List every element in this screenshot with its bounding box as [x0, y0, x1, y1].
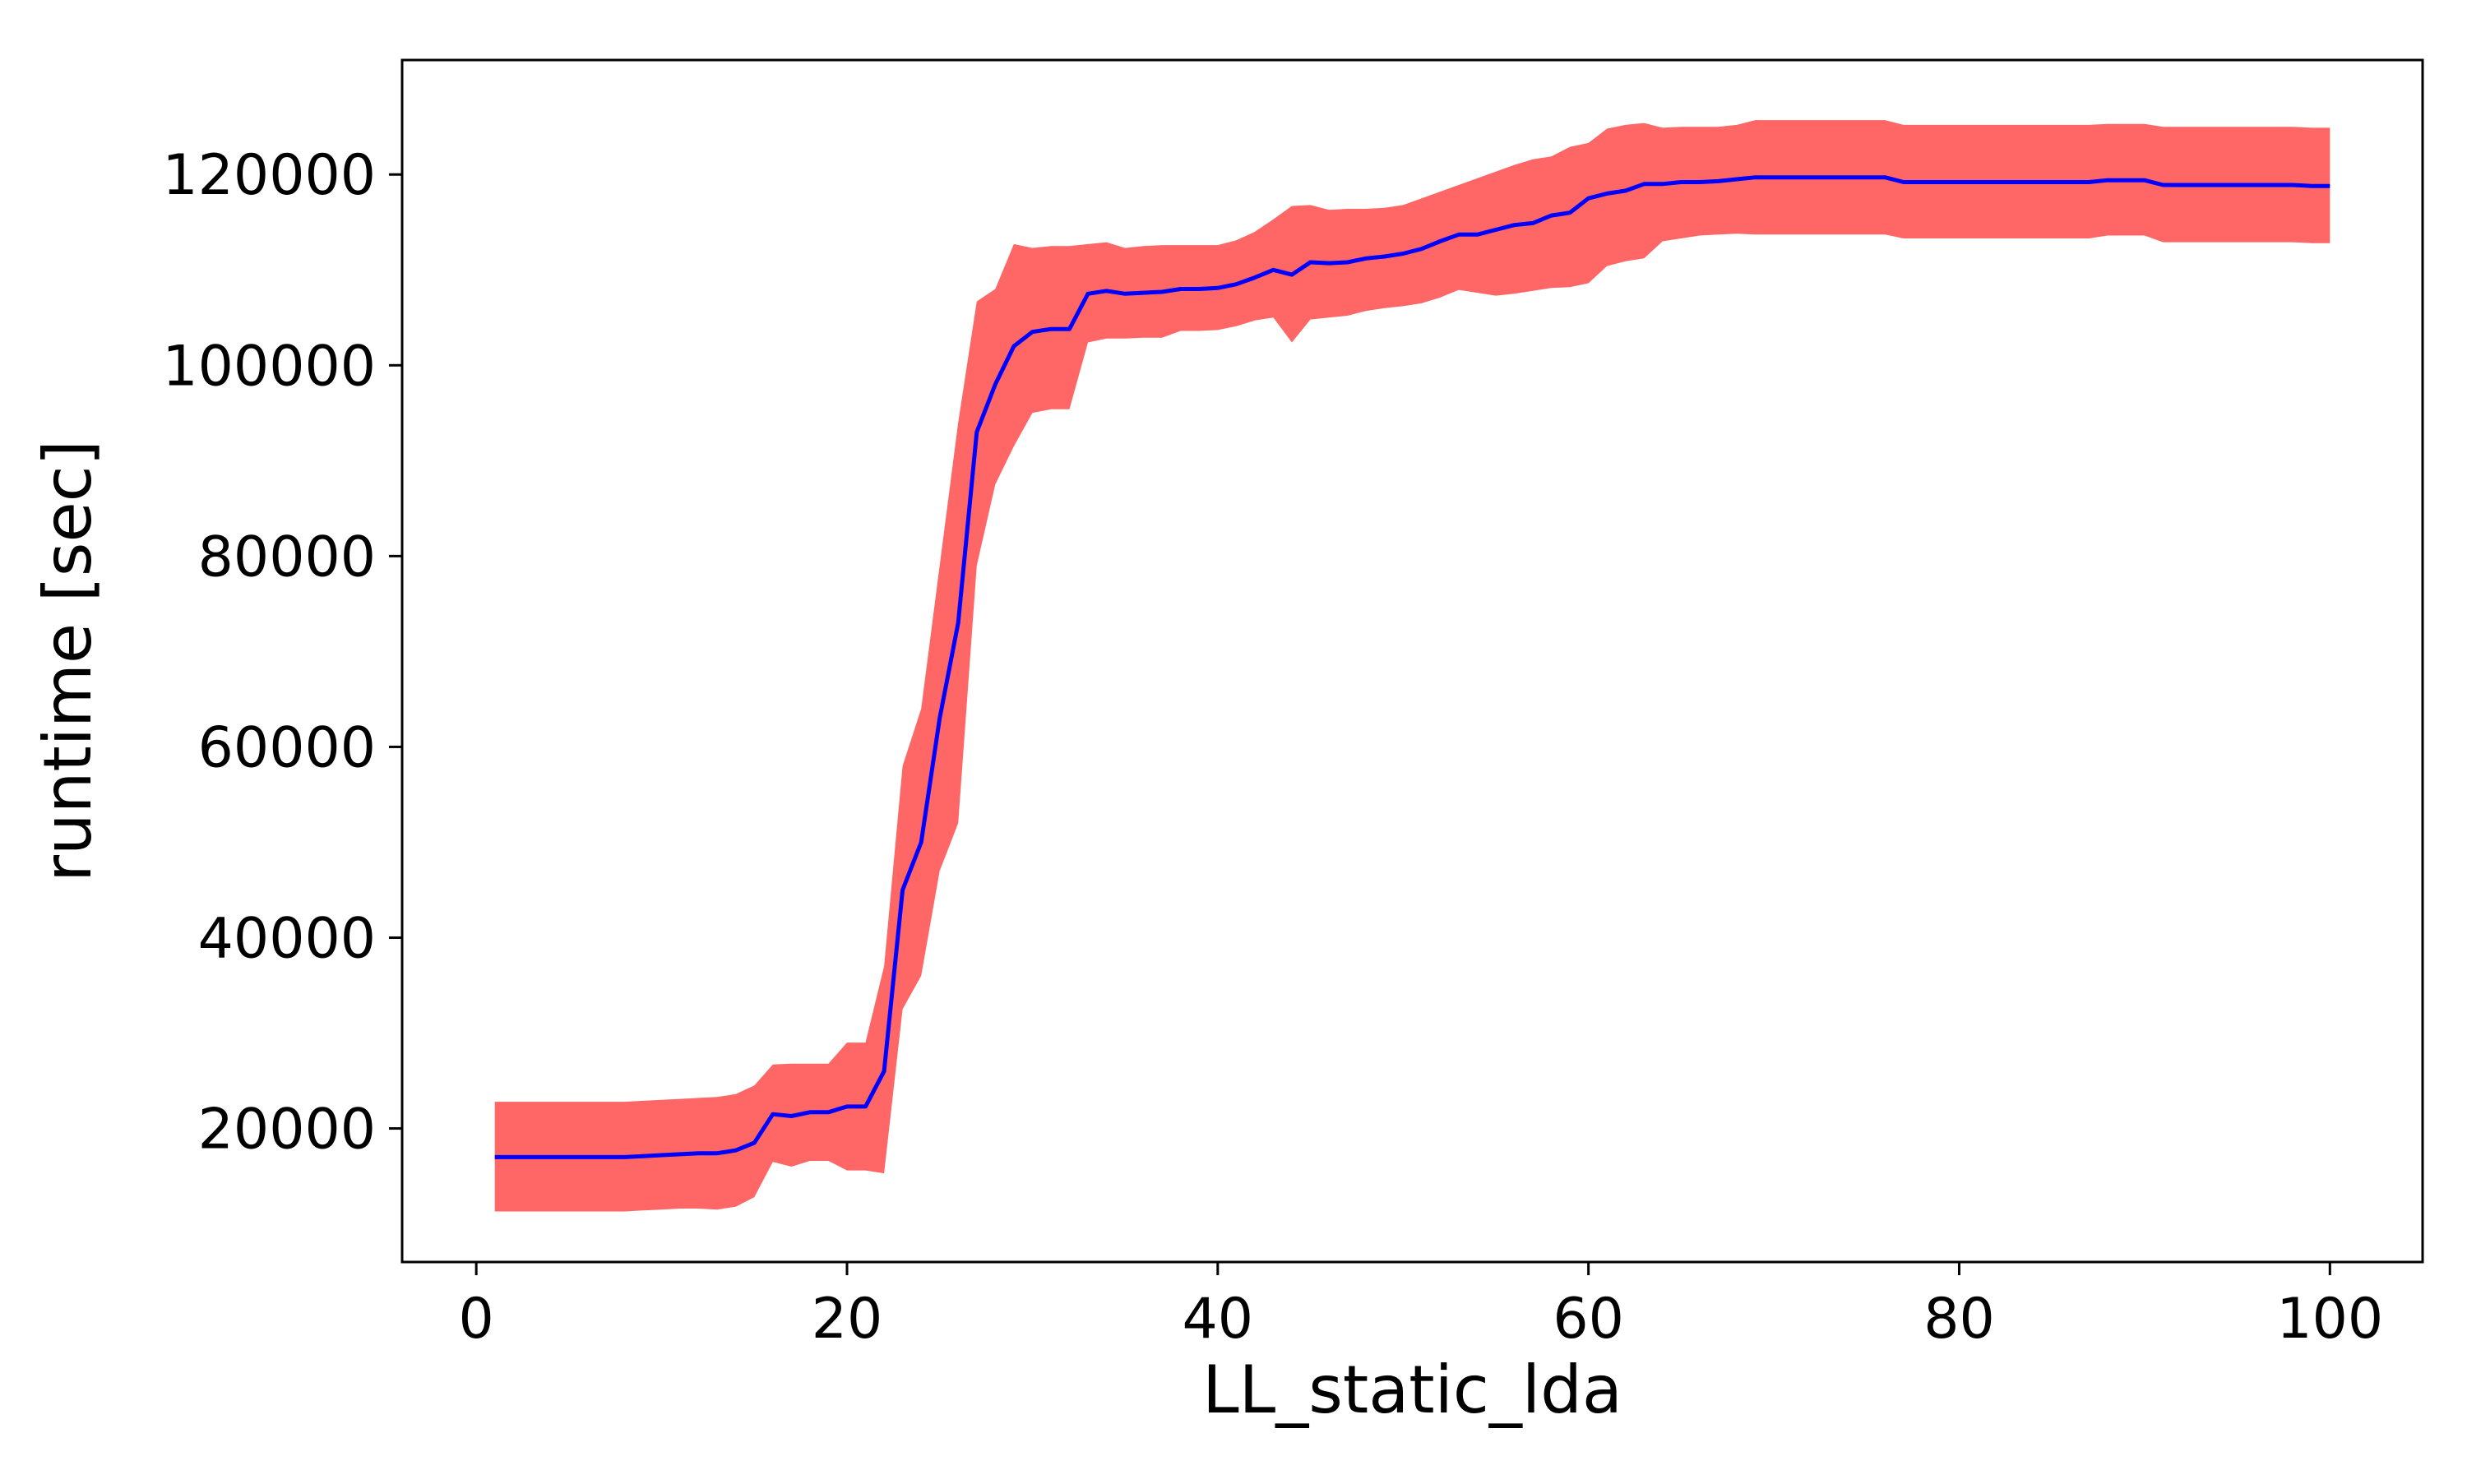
y-axis-label: runtime [sec] — [30, 440, 106, 882]
axes-frame — [400, 58, 2424, 1264]
mean-runtime-line — [494, 175, 2330, 1159]
y-tick-label: 20000 — [198, 1098, 376, 1163]
x-tick-label: 20 — [812, 1287, 883, 1352]
plot-area — [494, 120, 2330, 1212]
x-tick-label: 0 — [459, 1287, 494, 1352]
y-tick-label: 80000 — [198, 525, 376, 589]
x-axis-ticks: 0 20 40 60 80 100 — [459, 1262, 2383, 1352]
x-tick-label: 80 — [1923, 1287, 1995, 1352]
y-tick-label: 40000 — [198, 906, 376, 971]
y-tick-label: 120000 — [162, 143, 376, 208]
y-tick-label: 100000 — [162, 334, 376, 399]
x-tick-label: 60 — [1553, 1287, 1624, 1352]
confidence-band — [494, 120, 2330, 1212]
y-axis-ticks: 20000 40000 60000 80000 100000 120000 — [162, 143, 402, 1163]
x-tick-label: 100 — [2276, 1287, 2383, 1352]
y-tick-label: 60000 — [198, 715, 376, 780]
x-axis-label: LL_static_lda — [1202, 1352, 1622, 1428]
x-tick-label: 40 — [1183, 1287, 1254, 1352]
